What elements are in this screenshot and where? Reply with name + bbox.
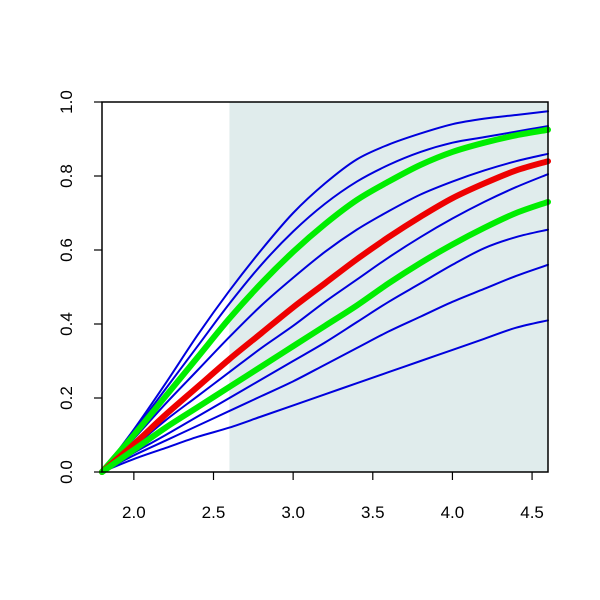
x-tick-label: 4.5 xyxy=(520,503,544,522)
y-tick-label: 0.2 xyxy=(57,386,76,410)
series-line-7 xyxy=(99,198,551,475)
x-tick-label: 2.0 xyxy=(122,503,146,522)
series-line-3 xyxy=(99,126,551,475)
series-line-9 xyxy=(101,263,549,473)
series-line-10 xyxy=(101,319,549,473)
y-tick-label: 1.0 xyxy=(57,90,76,114)
y-tick-label: 0.8 xyxy=(57,164,76,188)
series-layer xyxy=(99,110,551,475)
plot-frame xyxy=(101,101,549,473)
x-tick-label: 4.0 xyxy=(441,503,465,522)
shaded-region xyxy=(229,102,548,472)
series-line-8 xyxy=(101,228,549,473)
y-tick-label: 0.6 xyxy=(57,238,76,262)
x-tick-label: 3.0 xyxy=(281,503,305,522)
y-tick-label: 0.4 xyxy=(57,312,76,336)
y-tick-label: 0.0 xyxy=(57,460,76,484)
x-tick-label: 3.5 xyxy=(361,503,385,522)
axis-layer: 2.0 2.5 3.0 3.5 4.0 4.5 0.0 0.2 0.4 0.6 0.8 1.0 xyxy=(57,90,549,522)
series-line-1 xyxy=(101,110,549,473)
series-line-2 xyxy=(101,125,549,473)
shaded-region-layer xyxy=(229,102,548,472)
x-tick-label: 2.5 xyxy=(202,503,226,522)
series-line-4 xyxy=(101,152,549,473)
series-line-5 xyxy=(99,158,551,475)
series-line-6 xyxy=(101,173,549,473)
